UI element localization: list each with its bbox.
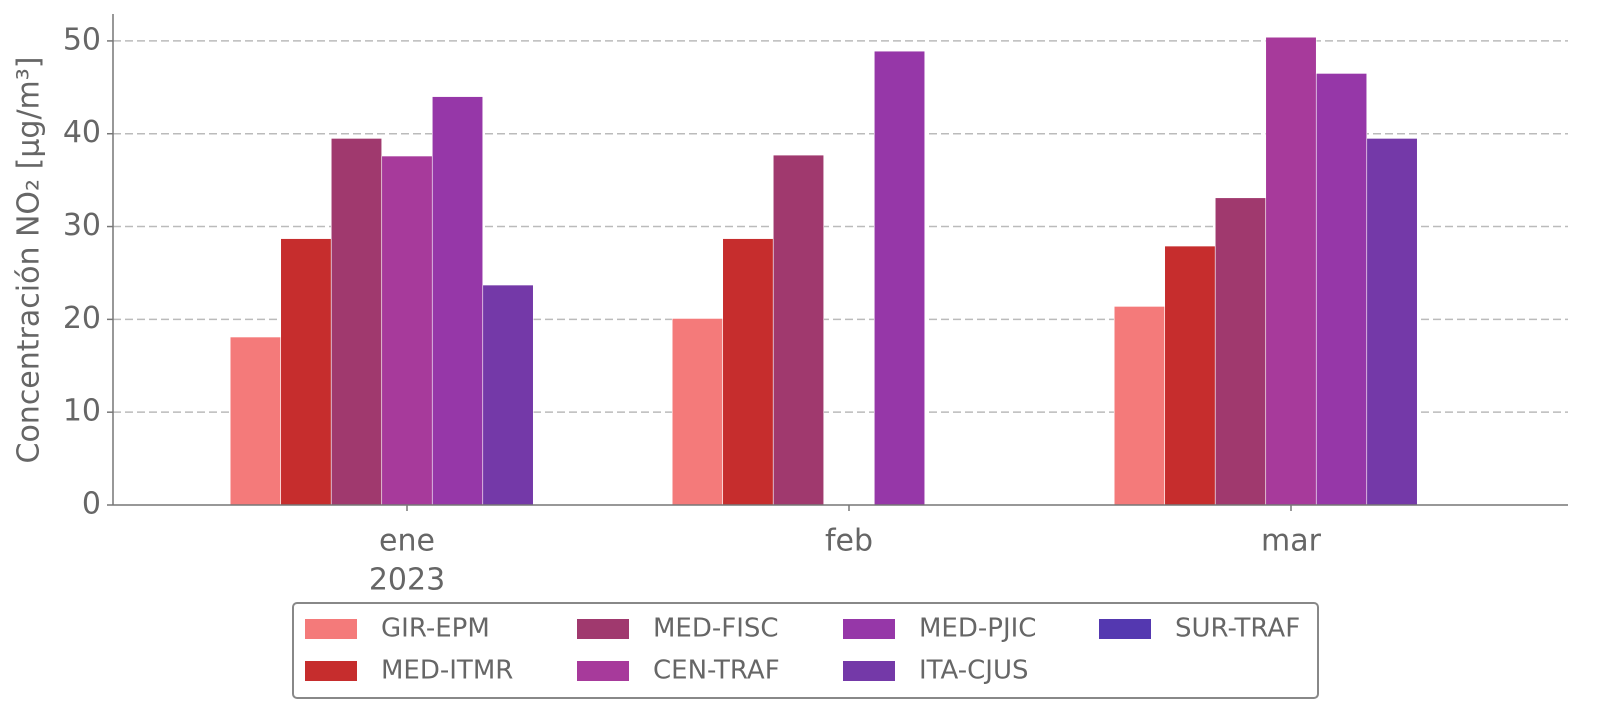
y-tick-label: 20 <box>63 301 101 336</box>
legend-swatch <box>843 619 895 639</box>
bar <box>482 284 534 506</box>
legend-label: MED-FISC <box>653 614 779 644</box>
bar <box>722 238 774 506</box>
legend-swatch <box>577 619 629 639</box>
legend-label: SUR-TRAF <box>1175 614 1300 644</box>
bar <box>1164 245 1216 506</box>
legend-swatch <box>577 661 629 681</box>
legend-swatch <box>305 661 357 681</box>
bar <box>1265 36 1317 506</box>
bar <box>1315 73 1368 506</box>
bar <box>1113 306 1166 506</box>
legend-label: MED-ITMR <box>381 656 513 686</box>
legend-label: ITA-CJUS <box>919 656 1028 686</box>
bar <box>330 138 383 506</box>
x-tick-label: mar <box>1261 524 1322 559</box>
x-tick-label: feb <box>825 524 873 559</box>
legend-label: CEN-TRAF <box>653 656 780 686</box>
bar <box>280 238 332 506</box>
y-tick-label: 40 <box>63 115 101 150</box>
legend-label: MED-PJIC <box>919 614 1036 644</box>
bar <box>229 336 282 506</box>
x-tick-label: ene <box>379 524 435 559</box>
y-tick-label: 0 <box>82 487 101 522</box>
bar <box>381 155 433 506</box>
bar <box>772 154 825 506</box>
y-tick-label: 30 <box>63 208 101 243</box>
legend-swatch <box>843 661 895 681</box>
bar <box>431 96 484 506</box>
y-tick-label: 10 <box>63 394 101 429</box>
bar <box>1366 138 1418 506</box>
y-axis-label: Concentración NO₂ [μg/m³] <box>12 56 47 463</box>
legend-swatch <box>305 619 357 639</box>
y-tick-label: 50 <box>63 22 101 57</box>
bar <box>1214 197 1267 506</box>
bar <box>873 50 926 506</box>
bar <box>671 318 724 506</box>
x-year-label: 2023 <box>369 563 445 598</box>
legend-swatch <box>1099 619 1151 639</box>
legend-box <box>292 602 1319 699</box>
legend-label: GIR-EPM <box>381 614 490 644</box>
